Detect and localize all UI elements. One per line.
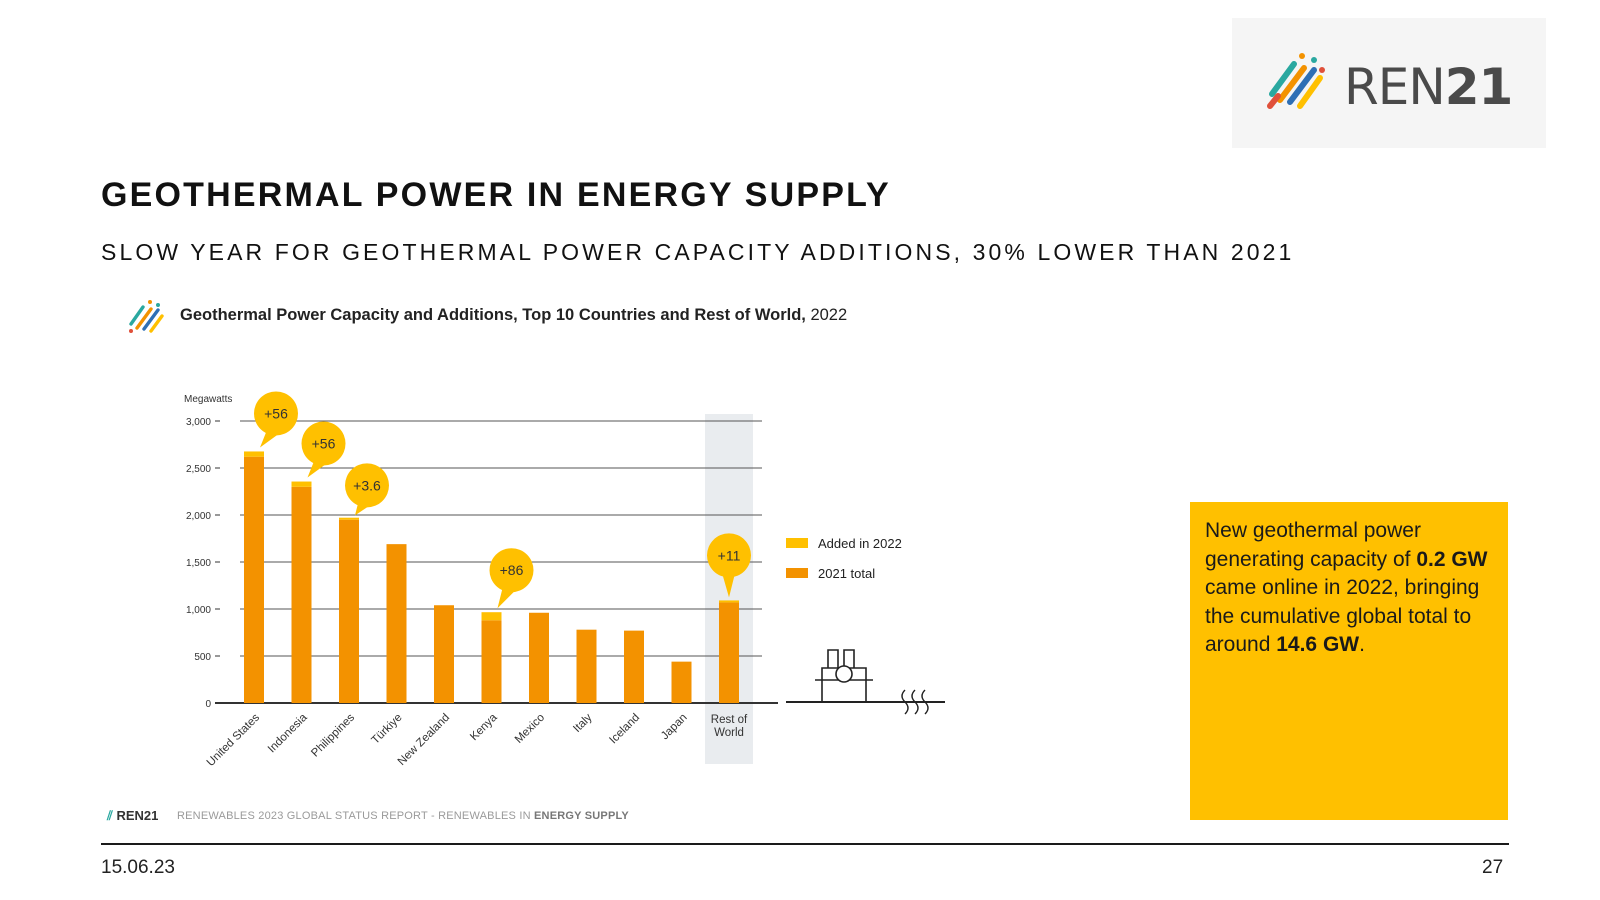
bar-2021-total [291, 486, 312, 703]
source-logo-icon: ⫽ [107, 808, 113, 823]
callout-bubble [707, 533, 751, 578]
bar-2021-total [434, 605, 454, 703]
page-subtitle: SLOW YEAR FOR GEOTHERMAL POWER CAPACITY … [101, 239, 1295, 265]
footer-divider [101, 843, 1509, 845]
legend-swatch [786, 568, 808, 578]
x-tick-label: Indonesia [266, 711, 310, 755]
footer-date: 15.06.23 [101, 857, 175, 878]
logo-text: REN21 [1344, 58, 1513, 116]
bar-2021-total [529, 612, 549, 703]
bar-2021-total [244, 456, 264, 703]
x-tick-label: United States [205, 711, 262, 768]
y-tick-label: 2,500 [186, 464, 211, 475]
x-tick-label: Japan [659, 712, 690, 743]
ren21-stripes-icon [1267, 53, 1325, 109]
page-number: 27 [1482, 857, 1504, 878]
y-tick-label: 3,000 [186, 417, 211, 428]
bar-2021-total [719, 602, 739, 703]
x-tick-label: Rest of [711, 714, 748, 726]
source-citation: RENEWABLES 2023 GLOBAL STATUS REPORT - R… [177, 810, 629, 822]
callout-bubble [345, 463, 389, 508]
bar-2021-total [576, 629, 597, 703]
callout-bubble [254, 391, 298, 436]
x-tick-label: Philippines [309, 711, 357, 759]
bar-2021-total [481, 620, 502, 703]
y-axis-label: Megawatts [184, 394, 232, 405]
y-tick-label: 500 [194, 652, 211, 663]
x-tick-label: Mexico [513, 712, 547, 746]
summary-callout: New geothermal power generating capacity… [1190, 502, 1508, 820]
callout-label: +86 [500, 562, 524, 578]
y-tick-label: 2,000 [186, 511, 211, 522]
y-tick-label: 1,500 [186, 558, 211, 569]
chart-title: Geothermal Power Capacity and Additions,… [180, 306, 848, 324]
x-tick-label: Italy [571, 711, 595, 735]
x-tick-label: Kenya [468, 711, 500, 743]
callout-bubble [489, 548, 534, 593]
brand-logo: REN21 [1232, 18, 1546, 148]
callout-label: +3.6 [353, 477, 381, 493]
y-tick-label: 0 [205, 699, 211, 710]
bar-2021-total [339, 519, 359, 703]
x-tick-label: Türkiye [369, 712, 404, 747]
bar-2021-total [624, 630, 644, 703]
callout-label: +56 [264, 405, 288, 421]
bar-added-2022 [719, 600, 739, 603]
bar-2021-total [671, 661, 692, 703]
power-symbol-icon [835, 665, 853, 683]
ren21-chart-icon [129, 300, 164, 333]
summary-text: New geothermal power generating capacity… [1205, 519, 1488, 656]
bar-added-2022 [339, 517, 359, 520]
x-tick-label: Iceland [607, 712, 642, 747]
callout-bubble [301, 421, 346, 466]
source-logo: ⫽ REN21 [107, 808, 159, 823]
page-title: GEOTHERMAL POWER IN ENERGY SUPPLY [101, 176, 891, 214]
bar-added-2022 [244, 451, 264, 457]
steam-icon [901, 689, 929, 715]
x-tick-label: World [714, 727, 744, 739]
bar-added-2022 [291, 481, 312, 487]
y-tick-label: 1,000 [186, 605, 211, 616]
legend-swatch [786, 538, 808, 548]
callout-label: +56 [312, 436, 336, 452]
bar-added-2022 [481, 612, 502, 621]
callout-label: +11 [718, 547, 741, 563]
bar-2021-total [386, 544, 407, 703]
legend-label: 2021 total [818, 566, 875, 581]
legend-label: Added in 2022 [818, 536, 902, 551]
